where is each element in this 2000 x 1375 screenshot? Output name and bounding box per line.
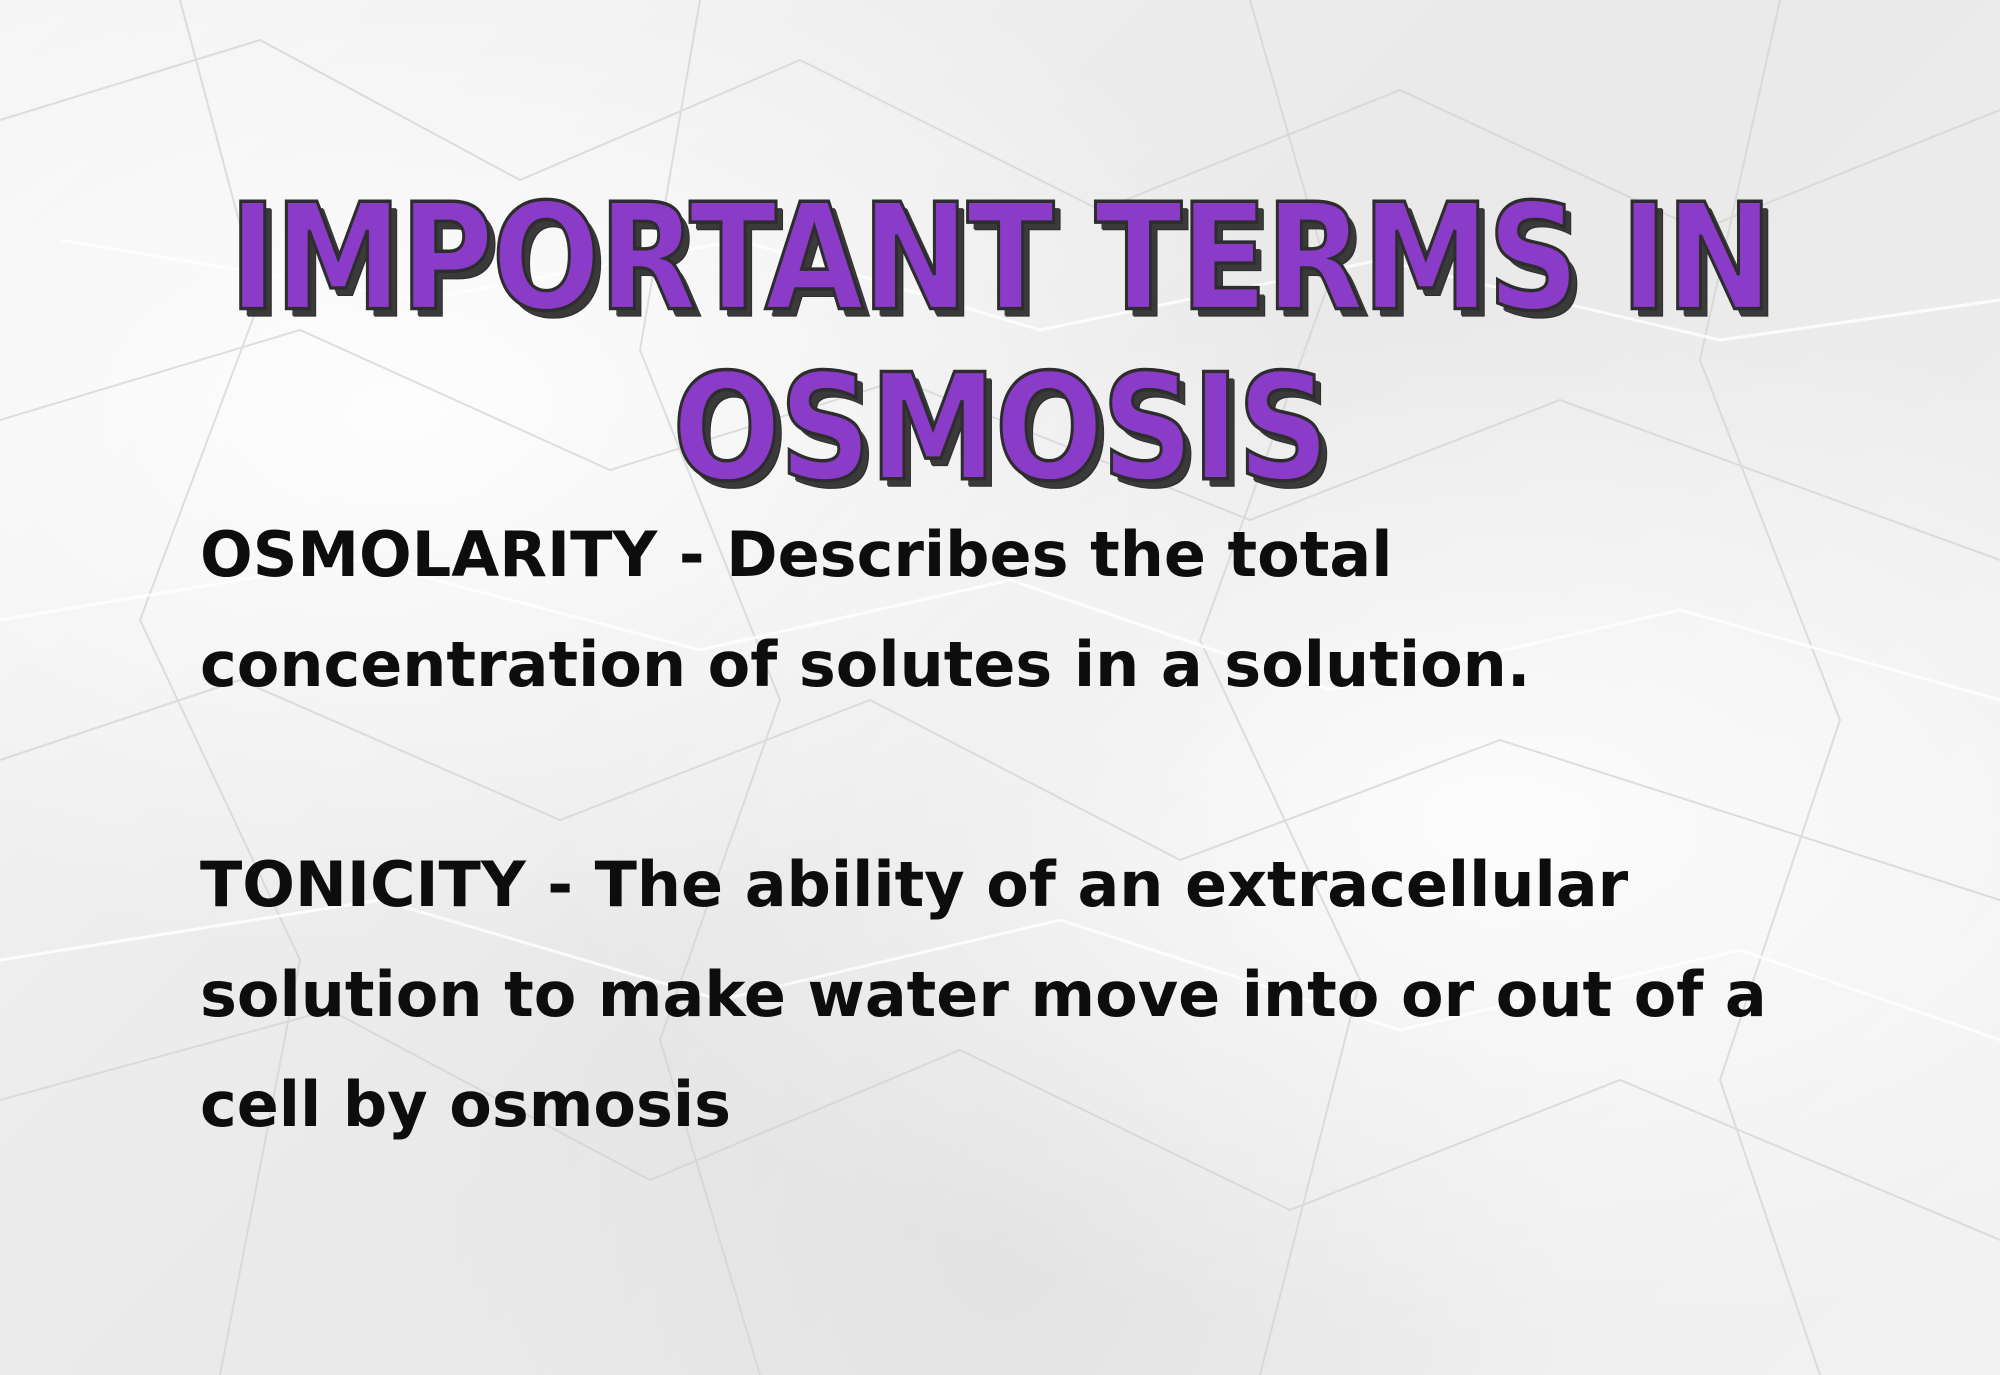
term-definition: The ability of an extracellular solution… xyxy=(200,848,1767,1141)
title-line-2: OSMOSIS xyxy=(671,342,1331,516)
page-title: IMPORTANT TERMS IN OSMOSIS xyxy=(0,171,2000,516)
term-osmolarity: OSMOLARITY - Describes the total concent… xyxy=(200,500,1840,720)
term-name: TONICITY xyxy=(200,848,526,921)
term-separator: - xyxy=(657,518,727,591)
terms-list: OSMOLARITY - Describes the total concent… xyxy=(200,500,1840,1160)
term-definition: Describes the total concentration of sol… xyxy=(200,518,1531,701)
term-name: OSMOLARITY xyxy=(200,518,658,591)
term-tonicity: TONICITY - The ability of an extracellul… xyxy=(200,830,1840,1160)
title-line-1: IMPORTANT TERMS IN xyxy=(227,171,1774,345)
term-separator: - xyxy=(525,848,595,921)
